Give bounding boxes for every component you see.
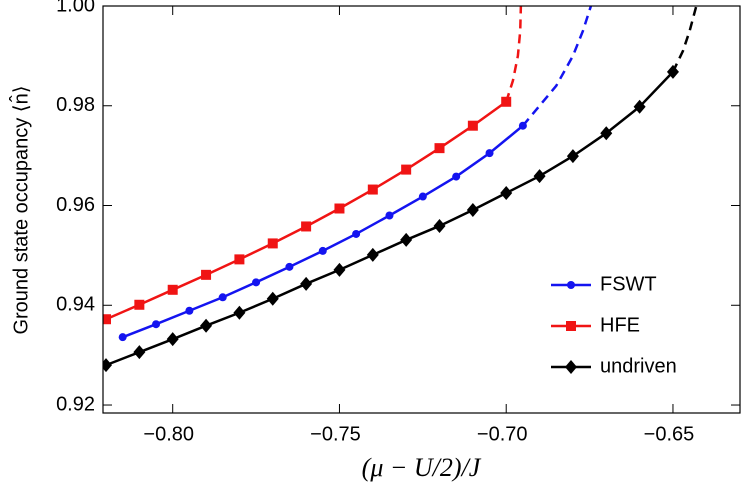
- line: [105, 70, 674, 367]
- point: [233, 305, 246, 320]
- legend-label: FSWT: [600, 273, 657, 295]
- dashed-line: [671, 6, 698, 73]
- plot-frame: [102, 5, 741, 414]
- point: [252, 278, 261, 287]
- point: [167, 284, 178, 295]
- y-tick-label: 0.98: [56, 94, 95, 116]
- point: [400, 232, 413, 247]
- point: [285, 262, 294, 271]
- point: [333, 262, 346, 277]
- x-tick-label: −0.75: [310, 423, 361, 445]
- dashed-line: [505, 6, 523, 103]
- legend-marker: [565, 360, 577, 374]
- point: [501, 96, 512, 107]
- point: [300, 276, 313, 291]
- point: [485, 149, 494, 158]
- legend-marker: [567, 281, 575, 289]
- point: [301, 221, 312, 232]
- point: [166, 332, 179, 347]
- y-tick-label: 0.96: [56, 194, 95, 216]
- point: [318, 246, 327, 255]
- point: [666, 64, 679, 79]
- x-tick-label: −0.65: [644, 423, 695, 445]
- point: [152, 320, 161, 329]
- point: [600, 126, 613, 141]
- legend-label: undriven: [600, 355, 677, 377]
- line: [122, 124, 524, 339]
- point: [433, 218, 446, 233]
- point: [518, 121, 527, 130]
- point: [566, 149, 579, 164]
- point: [200, 318, 213, 333]
- point: [434, 143, 445, 154]
- point: [185, 306, 194, 315]
- point: [385, 211, 394, 220]
- point: [533, 169, 546, 184]
- point: [452, 172, 461, 181]
- x-tick-label: −0.80: [143, 423, 194, 445]
- point: [103, 358, 113, 373]
- point: [418, 192, 427, 201]
- point: [118, 333, 127, 342]
- dashed-line: [521, 6, 593, 127]
- point: [401, 164, 412, 175]
- point: [134, 299, 145, 310]
- x-axis-title: (μ − U/2)/J: [362, 453, 482, 482]
- point: [201, 269, 212, 280]
- y-tick-label: 0.92: [56, 393, 95, 415]
- point: [234, 254, 245, 265]
- point: [367, 184, 378, 195]
- point: [467, 120, 478, 131]
- point: [352, 229, 361, 238]
- y-tick-label: 1.00: [56, 0, 95, 16]
- point: [133, 345, 146, 360]
- x-tick-label: −0.70: [477, 423, 528, 445]
- point: [466, 202, 479, 217]
- legend-label: HFE: [600, 314, 640, 336]
- legend-marker: [566, 321, 576, 331]
- point: [218, 293, 227, 302]
- point: [267, 238, 278, 249]
- y-tick-label: 0.94: [56, 294, 95, 316]
- point: [103, 314, 112, 325]
- point: [266, 291, 279, 306]
- point: [366, 247, 379, 262]
- y-axis-title: Ground state occupancy ⟨n̂⟩: [9, 85, 32, 334]
- point: [334, 203, 345, 214]
- point: [500, 186, 513, 201]
- point: [633, 99, 646, 114]
